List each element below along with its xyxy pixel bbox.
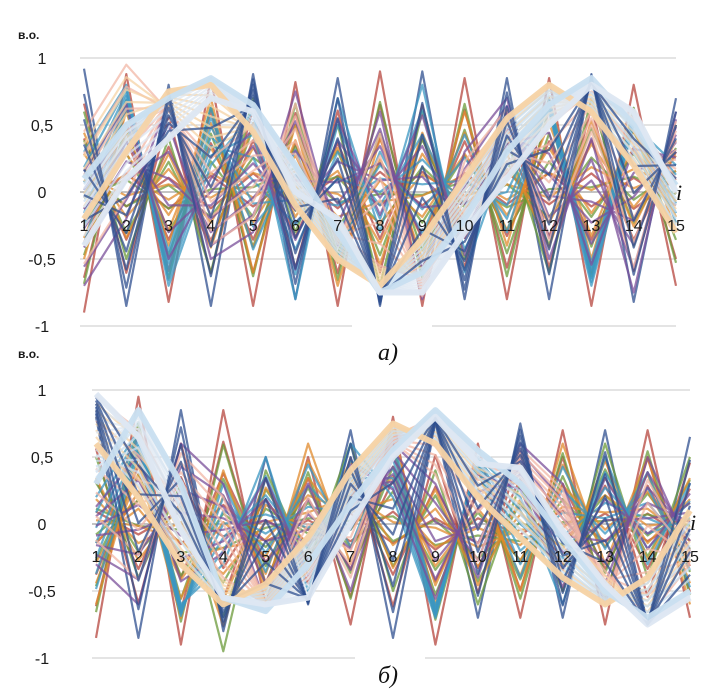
- x-tick-label: 6: [304, 549, 313, 566]
- x-tick-label: 15: [681, 549, 699, 566]
- x-tick-label: 9: [431, 549, 440, 566]
- x-tick-label: 1: [80, 218, 89, 235]
- caption-background: [352, 323, 432, 371]
- y-tick-label: 0,5: [31, 118, 53, 135]
- x-tick-label: 8: [376, 218, 385, 235]
- x-tick-label: 11: [499, 218, 516, 235]
- y-tick-label: -1: [35, 651, 49, 668]
- x-tick-label: 7: [346, 549, 355, 566]
- y-tick-label: 0,5: [31, 450, 53, 467]
- x-tick-label: 10: [456, 218, 474, 235]
- series-line: [95, 396, 691, 626]
- y-tick-label: -1: [35, 319, 49, 336]
- series-line: [83, 83, 677, 301]
- x-tick-label: 8: [389, 549, 398, 566]
- series-line: [93, 407, 692, 621]
- series-line: [83, 102, 677, 271]
- series-group: [93, 391, 693, 653]
- y-tick-label: -0,5: [28, 252, 56, 269]
- y-unit-label: в.о.: [18, 347, 39, 361]
- x-tick-label: 11: [512, 549, 529, 566]
- series-line: [83, 112, 678, 249]
- y-tick-label: 1: [38, 383, 47, 400]
- y-tick-label: 0: [38, 185, 47, 202]
- y-tick-label: 0: [38, 517, 47, 534]
- panel-caption: б): [378, 663, 398, 689]
- series-line: [94, 410, 692, 626]
- x-axis-variable: i: [676, 180, 682, 205]
- x-tick-label: 2: [122, 218, 131, 235]
- x-tick-label: 12: [540, 218, 558, 235]
- x-tick-label: 13: [583, 218, 601, 235]
- series-line: [83, 120, 677, 229]
- x-tick-label: 5: [249, 218, 258, 235]
- series-line: [83, 121, 677, 245]
- series-line: [81, 81, 679, 296]
- series-line: [93, 391, 692, 628]
- y-tick-label: 1: [38, 51, 47, 68]
- series-line: [94, 413, 692, 628]
- x-tick-label: 15: [667, 218, 685, 235]
- series-line: [94, 400, 691, 626]
- y-unit-label: в.о.: [18, 28, 39, 42]
- x-tick-label: 2: [134, 549, 143, 566]
- x-tick-label: 4: [219, 549, 228, 566]
- caption-background: [355, 656, 425, 691]
- x-tick-label: 3: [176, 549, 185, 566]
- series-line: [93, 420, 693, 608]
- x-tick-label: 4: [206, 218, 215, 235]
- x-tick-label: 14: [625, 218, 643, 235]
- panel-caption: а): [378, 340, 398, 366]
- x-tick-label: 6: [291, 218, 300, 235]
- series-line: [83, 104, 678, 270]
- series-line: [82, 74, 678, 306]
- x-tick-label: 14: [639, 549, 657, 566]
- series-group: [81, 63, 679, 313]
- x-tick-label: 1: [92, 549, 101, 566]
- x-tick-label: 13: [596, 549, 614, 566]
- x-tick-label: 5: [261, 549, 270, 566]
- x-axis-variable: i: [690, 510, 696, 535]
- series-line: [95, 430, 691, 604]
- y-tick-label: -0,5: [28, 584, 56, 601]
- x-tick-label: 3: [164, 218, 173, 235]
- x-tick-label: 9: [418, 218, 427, 235]
- x-tick-label: 7: [333, 218, 342, 235]
- x-tick-label: 12: [554, 549, 572, 566]
- x-tick-label: 10: [469, 549, 487, 566]
